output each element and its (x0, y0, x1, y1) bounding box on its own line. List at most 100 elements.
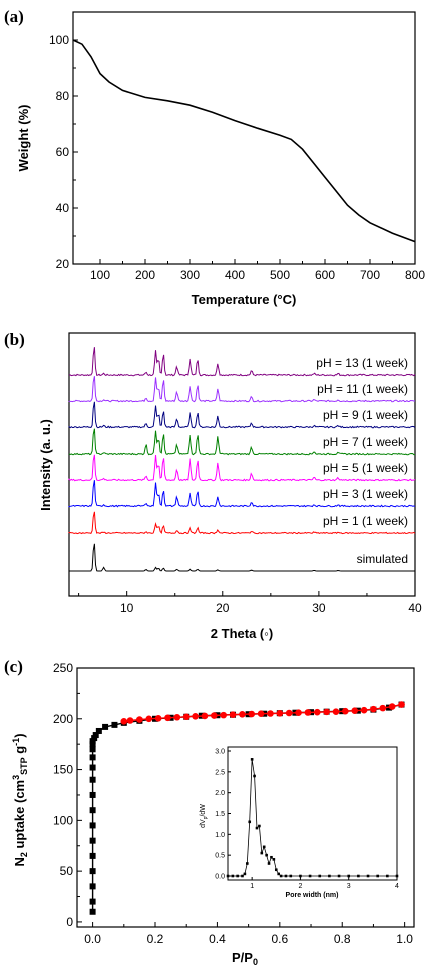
x-tick-label: 0.0 (84, 932, 101, 946)
inset-point (328, 874, 331, 878)
isotherm-point-adsorption (89, 791, 96, 798)
isotherm-point-desorption (388, 703, 396, 710)
panel-b-y-axis-label: Intensity (a. u.) (38, 419, 53, 511)
inset-point (289, 874, 293, 878)
inset-point (255, 826, 259, 830)
isotherm-point-desorption (304, 709, 312, 716)
inset-point (272, 858, 276, 861)
inset-point (265, 853, 268, 857)
inset-point (243, 872, 247, 876)
isotherm-point-adsorption (89, 908, 96, 915)
inset-y-tick-label: 0.5 (215, 853, 225, 860)
x-tick-label: 800 (405, 268, 425, 282)
isotherm-point-adsorption (89, 764, 96, 771)
isotherm-point-desorption (257, 710, 265, 718)
x-tick-label: 30 (312, 601, 326, 615)
inset-pore-distribution (226, 758, 399, 878)
isotherm-point-adsorption (89, 741, 96, 748)
isotherm-point-adsorption (89, 738, 96, 745)
isotherm-point-desorption (173, 713, 181, 721)
y-tick-label: 200 (53, 712, 73, 726)
isotherm-point-adsorption (89, 822, 96, 829)
inset-point (366, 874, 370, 878)
inset-point (337, 874, 341, 878)
inset-point (284, 874, 288, 878)
inset-y-tick-label: 2.0 (215, 790, 225, 797)
isotherm-point-adsorption (89, 754, 96, 761)
isotherm-point-desorption (248, 710, 256, 718)
inset-point (253, 774, 256, 778)
panel-a-y-axis-label: Weight (%) (16, 105, 31, 172)
y-tick-label: 50 (60, 864, 74, 878)
inset-y-tick-label: 1.0 (215, 832, 225, 839)
inset-x-tick-label: 1 (250, 883, 254, 890)
isotherm-point-adsorption (89, 776, 96, 783)
inset-point (395, 874, 399, 878)
y-tick-label: 150 (53, 763, 73, 777)
series-label: pH = 7 (1 week) (323, 435, 408, 449)
isotherm-point-desorption (379, 704, 387, 712)
inset-y-tick-label: 2.5 (215, 769, 225, 776)
isotherm-point-adsorption (92, 732, 99, 739)
x-tick-label: 0.2 (147, 932, 164, 946)
series-label: pH = 11 (1 week) (317, 382, 408, 396)
panel-b: (b) 10 20 30 40 pH = 13 (1 week) pH = 11 (1 … (4, 330, 422, 641)
panel-b-frame (68, 332, 416, 597)
isotherm-point-desorption (229, 711, 237, 719)
inset-x-tick-label: 4 (395, 883, 399, 890)
isotherm-point-desorption (239, 711, 246, 718)
panel-c-label: (c) (4, 657, 23, 676)
isotherm-point-adsorption (89, 746, 96, 753)
isotherm-point-desorption (332, 708, 340, 715)
panel-b-label: (b) (4, 330, 25, 349)
inset-x-tick-label: 3 (347, 883, 351, 890)
isotherm-point-desorption (342, 707, 349, 715)
isotherm-point-desorption (398, 701, 405, 708)
isotherm-point-adsorption (89, 807, 96, 814)
y-tick-label: 0 (66, 915, 73, 929)
isotherm-point-desorption (360, 706, 368, 714)
series-label: pH = 5 (1 week) (323, 461, 408, 475)
inset-point (386, 874, 389, 878)
panel-b-x-ticks: 10 20 30 40 (78, 591, 422, 615)
isotherm-point-adsorption (89, 837, 96, 844)
isotherm-point-desorption (285, 709, 293, 717)
xrd-pattern-6 (68, 511, 416, 535)
panel-a-x-ticks: 100 200 300 400 500 600 700 800 (90, 259, 425, 282)
xrd-pattern-7 (69, 543, 415, 572)
inset-x-ticks: 1 2 3 4 (250, 877, 399, 890)
isotherm-point-adsorption (102, 723, 109, 730)
isotherm-point-desorption (210, 712, 218, 719)
isotherm-point-desorption (220, 711, 227, 719)
xrd-pattern-5 (68, 480, 416, 508)
xrd-pattern-3 (68, 428, 416, 456)
inset-point (299, 874, 302, 878)
isotherm-point-adsorption (89, 852, 96, 859)
panel-c-x-axis-label: P/P0 (232, 950, 258, 965)
isotherm-point-desorption (182, 713, 190, 721)
isotherm-point-desorption (136, 716, 143, 723)
inset-point (267, 862, 271, 865)
isotherm-point-adsorption (91, 735, 98, 742)
y-tick-label: 100 (49, 33, 69, 47)
isotherm-point-adsorption (89, 898, 96, 905)
isotherm-point-adsorption (111, 721, 118, 728)
inset-y-tick-label: 1.5 (215, 811, 225, 818)
inset-point (250, 758, 254, 761)
x-tick-label: 700 (360, 268, 380, 282)
inset-point (279, 874, 283, 878)
isotherm-point-desorption (145, 715, 153, 723)
inset-x-axis-label: Pore width (nm) (286, 892, 339, 899)
x-tick-label: 1.0 (396, 932, 413, 946)
inset-point (241, 874, 244, 878)
panel-c: (c) 0.0 0.2 0.4 0.6 0.8 1.0 0 50 100 150 200 250 P… (4, 657, 415, 965)
y-tick-label: 100 (53, 813, 73, 827)
inset-y-tick-label: 3.0 (215, 749, 225, 756)
panel-c-isotherm (89, 701, 405, 915)
isotherm-point-desorption (154, 714, 162, 722)
panel-c-y-axis-label: N2 uptake (cm3STP g-1) (11, 733, 29, 866)
y-tick-label: 20 (56, 257, 70, 271)
series-label: simulated (357, 552, 408, 566)
inset-point (248, 820, 252, 824)
isotherm-point-desorption (313, 708, 321, 716)
